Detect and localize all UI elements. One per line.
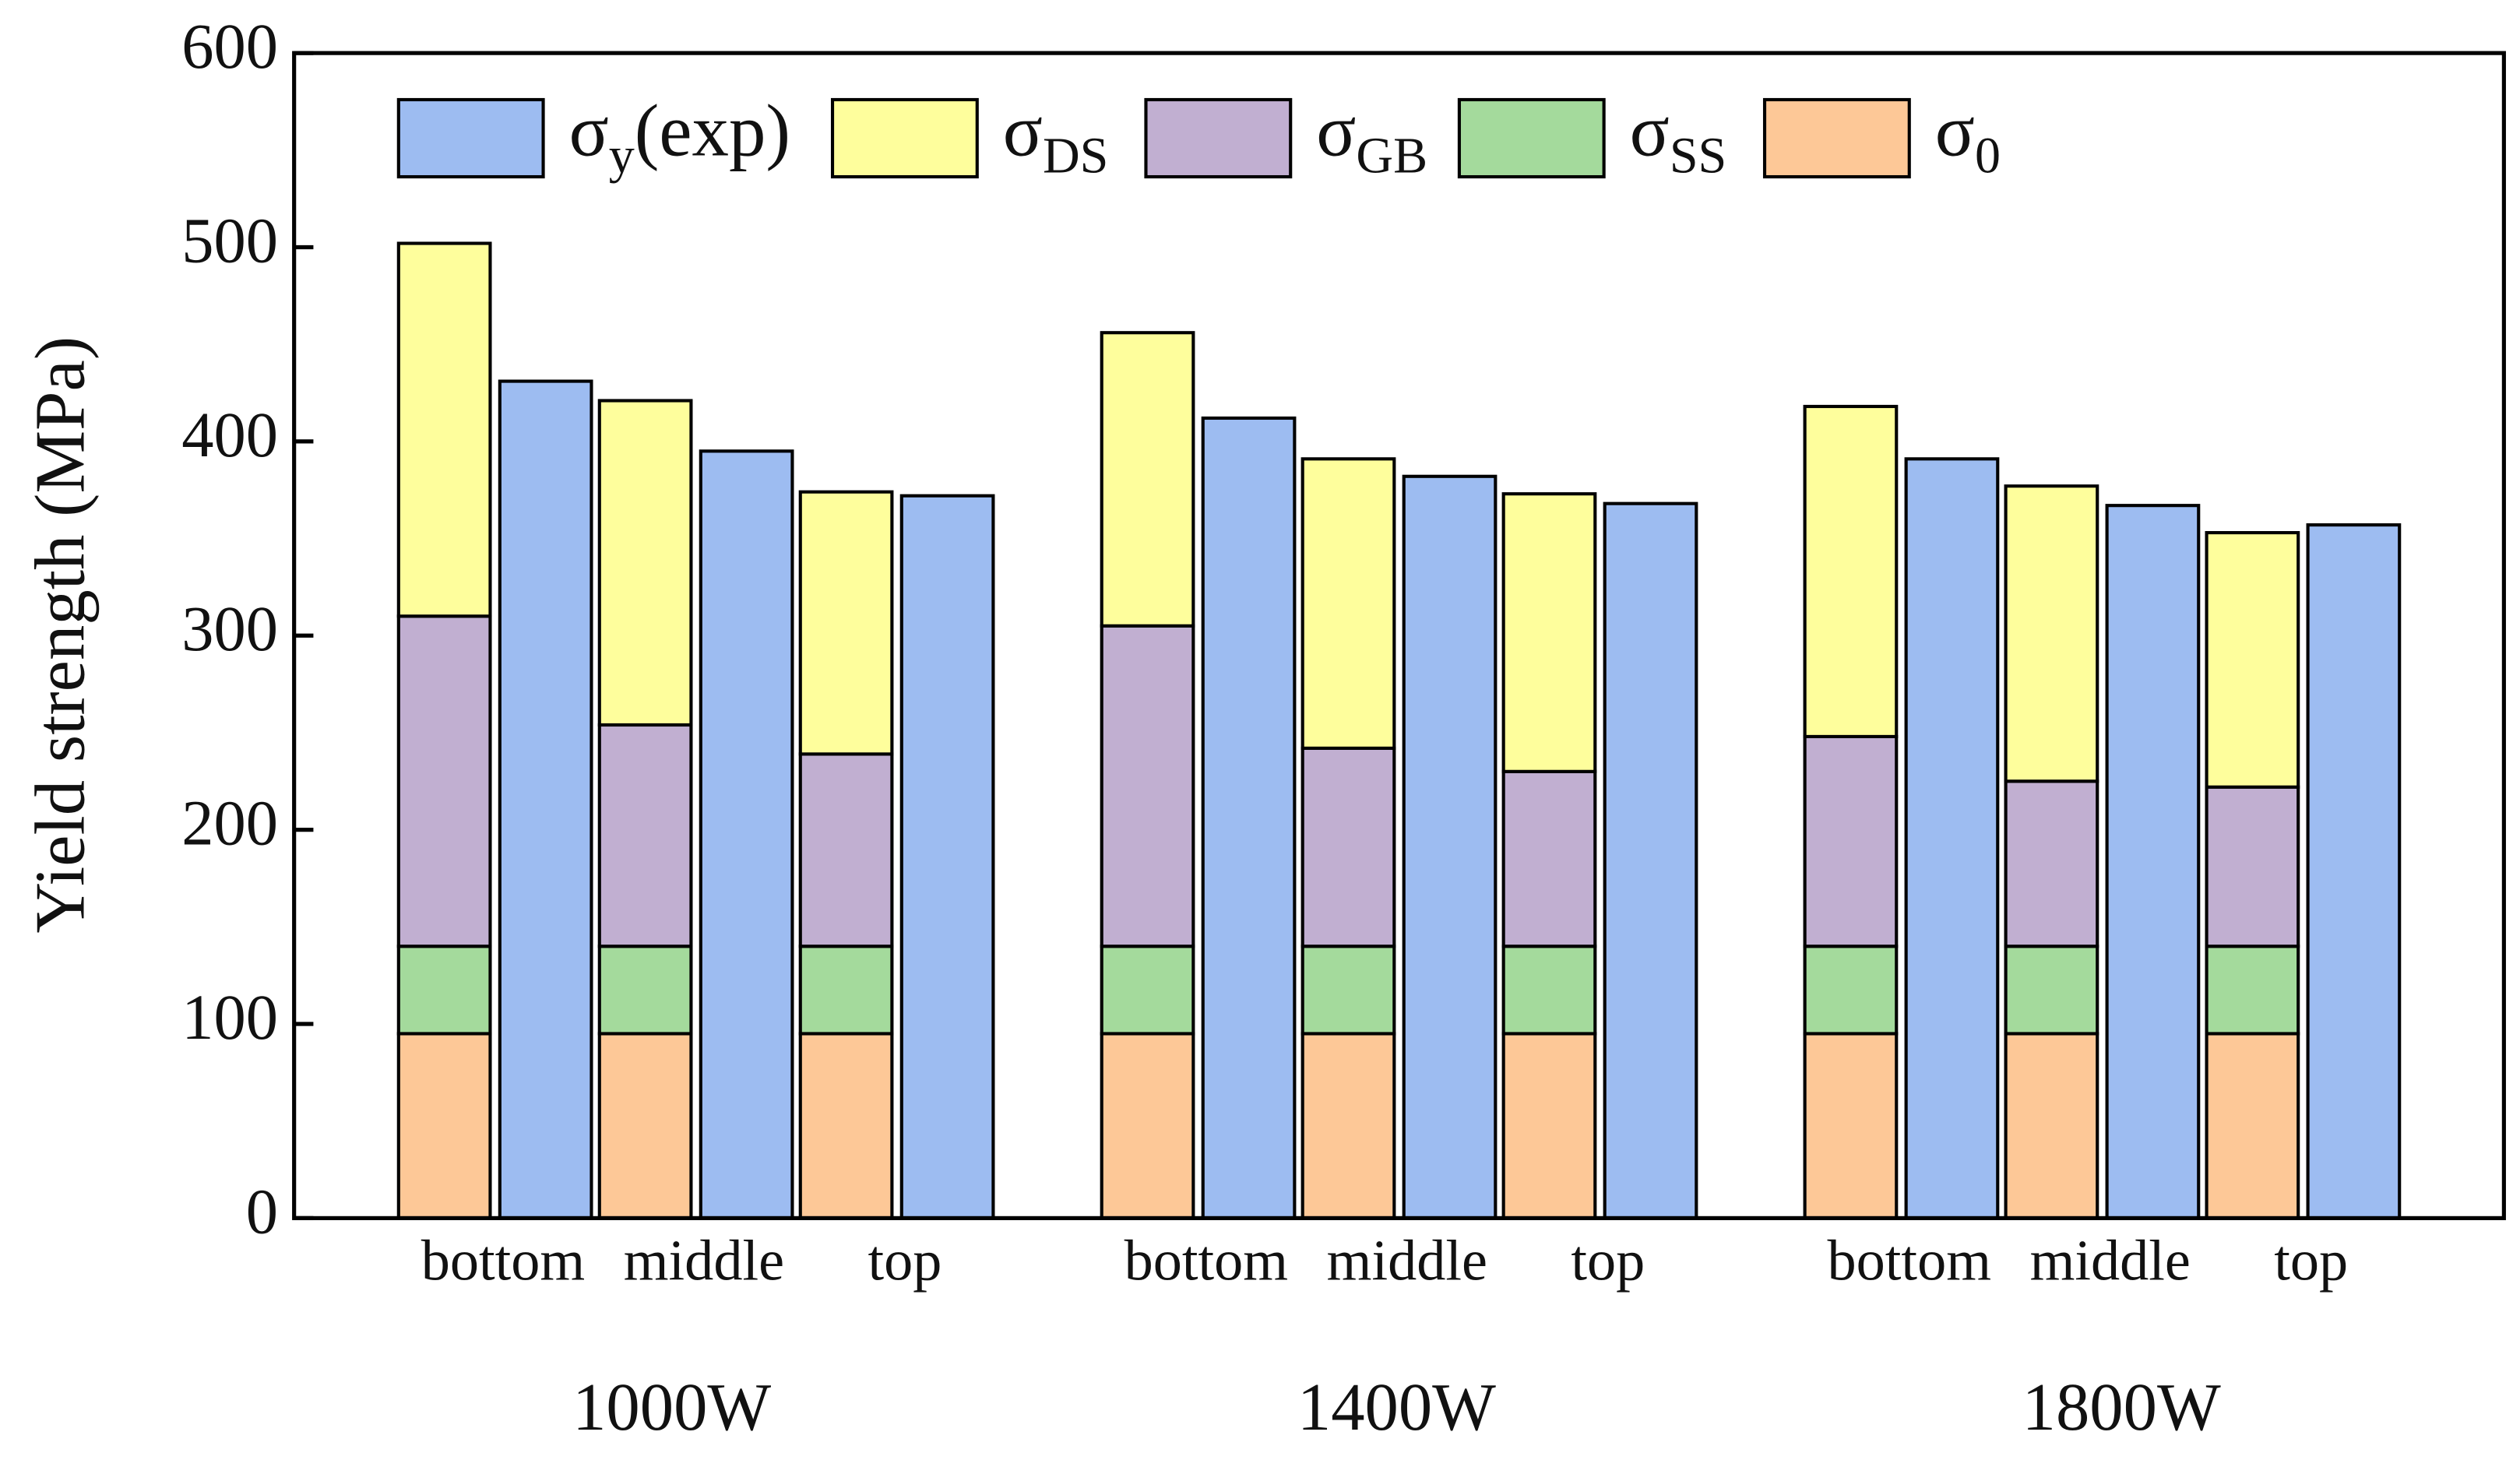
bar-segment — [1803, 404, 1899, 738]
bar — [2105, 504, 2201, 1220]
bar — [498, 379, 593, 1220]
bar-segment — [2004, 945, 2099, 1036]
y-tick-label: 0 — [246, 1175, 278, 1247]
group-label: 1000W — [572, 1370, 771, 1444]
bar-segment — [597, 399, 693, 727]
y-tick-label: 500 — [181, 204, 278, 276]
bar-segment — [2004, 779, 2099, 948]
bar-segment — [798, 752, 894, 948]
legend-label: σ0 — [1935, 89, 2001, 184]
x-tick-label: middle — [1327, 1229, 1487, 1293]
legend-subscript: DS — [1043, 128, 1108, 185]
legend-swatch — [1457, 97, 1606, 179]
legend-symbol: σ — [1316, 89, 1356, 171]
legend-label: σGB — [1316, 89, 1427, 184]
bar — [899, 494, 995, 1220]
bar-segment — [1501, 1032, 1597, 1220]
plot-frame — [292, 51, 2506, 1220]
bar-segment — [396, 614, 492, 948]
legend-label: σy(exp) — [569, 89, 790, 184]
legend-subscript: 0 — [1975, 128, 2001, 185]
bar — [1201, 416, 1297, 1220]
legend-label: σDS — [1003, 89, 1109, 184]
bar-segment — [396, 241, 492, 618]
x-tick-label: middle — [2030, 1229, 2191, 1293]
y-axis-label: Yield strength (MPa) — [21, 336, 100, 934]
y-tick-label: 100 — [181, 981, 278, 1053]
bar — [1904, 457, 2000, 1220]
bar-segment — [1100, 1032, 1195, 1220]
legend-swatch — [1762, 97, 1911, 179]
legend-swatch — [1144, 97, 1293, 179]
x-tick-label: bottom — [421, 1229, 585, 1293]
bar-segment — [1803, 945, 1899, 1036]
bar-segment — [597, 723, 693, 948]
bar-segment — [1501, 945, 1597, 1036]
bar-segment — [1300, 457, 1396, 750]
bar-segment — [2205, 785, 2300, 948]
bar-segment — [597, 945, 693, 1036]
group-label: 1400W — [1297, 1370, 1496, 1444]
legend-symbol: σ — [1003, 89, 1043, 171]
bar-segment — [798, 1032, 894, 1220]
bar-segment — [396, 1032, 492, 1220]
x-tick-label: bottom — [1124, 1229, 1288, 1293]
bar-segment — [2205, 945, 2300, 1036]
x-tick-label: top — [868, 1229, 941, 1293]
x-tick-label: top — [1571, 1229, 1645, 1293]
bar-segment — [798, 490, 894, 756]
legend-subscript: SS — [1670, 128, 1726, 185]
bar — [1603, 501, 1698, 1220]
legend-label: σSS — [1630, 89, 1727, 184]
bar-segment — [2205, 1032, 2300, 1220]
bar-segment — [1300, 1032, 1396, 1220]
bar — [1402, 474, 1498, 1220]
bar-segment — [396, 945, 492, 1036]
legend-subscript: y — [609, 128, 635, 185]
legend-swatch — [830, 97, 979, 179]
bar-segment — [1300, 945, 1396, 1036]
bar — [2306, 523, 2402, 1220]
bar-segment — [1100, 624, 1195, 948]
bar — [699, 449, 794, 1220]
group-label: 1800W — [2022, 1370, 2221, 1444]
bar-segment — [597, 1032, 693, 1220]
x-tick-label: top — [2274, 1229, 2348, 1293]
legend-symbol: σ — [1630, 89, 1670, 171]
bar-segment — [1803, 734, 1899, 948]
bar-segment — [1501, 769, 1597, 948]
bar-segment — [1501, 492, 1597, 773]
bar-segment — [1100, 331, 1195, 628]
bar-segment — [1100, 945, 1195, 1036]
bar-segment — [1803, 1032, 1899, 1220]
legend-symbol: σ — [1935, 89, 1975, 171]
legend-symbol: σ — [569, 89, 609, 171]
legend-suffix: (exp) — [635, 89, 790, 171]
bar-segment — [1300, 746, 1396, 948]
y-tick-label: 400 — [181, 399, 278, 470]
bar-segment — [798, 945, 894, 1036]
bar-segment — [2205, 531, 2300, 789]
legend-subscript: GB — [1356, 128, 1427, 185]
bar-segment — [2004, 1032, 2099, 1220]
bar-segment — [2004, 484, 2099, 783]
legend-swatch — [396, 97, 545, 179]
x-tick-label: bottom — [1828, 1229, 1991, 1293]
x-tick-label: middle — [624, 1229, 784, 1293]
y-tick-label: 300 — [181, 593, 278, 664]
y-tick-label: 200 — [181, 787, 278, 859]
y-tick-label: 600 — [181, 10, 278, 82]
